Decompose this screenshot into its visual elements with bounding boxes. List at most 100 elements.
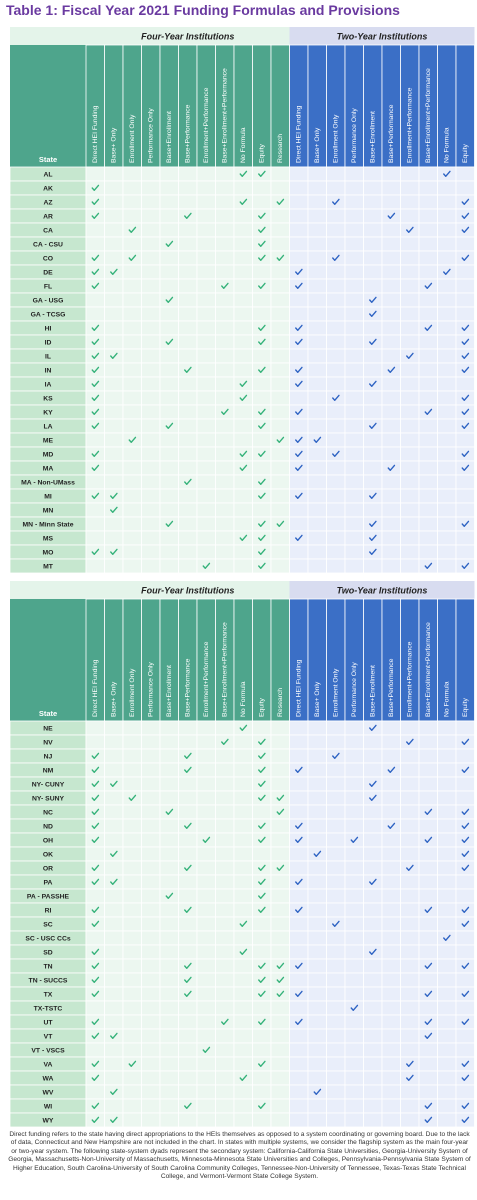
cell [418,874,438,890]
cell [270,264,290,280]
cell [437,222,457,238]
cell [178,1098,198,1114]
cell [455,972,475,988]
cell [141,944,161,960]
check-mark [461,520,470,527]
cell [196,460,216,476]
check-mark [332,198,340,205]
cell [141,832,161,848]
check-mark [110,548,118,555]
cell [289,474,309,490]
cell [270,888,290,904]
cell [363,502,383,518]
check-mark [91,906,100,913]
cell [85,278,105,294]
cell [85,166,105,182]
cell [307,762,327,778]
check-mark [184,822,192,829]
state-header-bg [10,599,86,721]
cell [233,474,253,490]
cell [437,544,457,560]
cell [326,762,346,778]
cell [252,264,272,280]
check-mark [276,254,285,261]
cell [215,292,235,308]
cell [344,208,364,224]
cell [233,222,253,238]
cell [455,362,475,378]
check-mark [91,464,100,471]
check-mark [276,808,285,815]
cell [215,1056,235,1072]
cell [122,860,142,876]
column-header: Enrollment Only [333,668,340,717]
check-mark [461,464,470,471]
cell [455,488,475,504]
cell [141,418,161,434]
cell [252,236,272,252]
cell [418,334,438,350]
cell [85,348,105,364]
cell [344,1098,364,1114]
check-mark [295,450,303,457]
check-mark [276,794,285,801]
check-mark [91,752,100,759]
cell [363,832,383,848]
cell [344,404,364,420]
cell [400,874,420,890]
cell [252,334,272,350]
cell [363,846,383,862]
state-label: MA [43,465,54,472]
cell [85,930,105,946]
column-header: Equity [462,698,469,717]
cell [326,1056,346,1072]
cell [159,1112,179,1128]
cell [85,1112,105,1128]
group-header-bg [86,27,290,45]
cell [215,832,235,848]
cell [196,334,216,350]
cell [85,720,105,736]
cell [215,194,235,210]
check-mark [184,990,192,997]
cell [289,1042,309,1058]
cell [104,250,124,266]
cell [196,916,216,932]
cell [307,390,327,406]
cell [141,1056,161,1072]
state-label: ID [45,339,52,346]
cell [455,502,475,518]
cell [178,1084,198,1100]
cell [178,544,198,560]
cell [178,166,198,182]
check-mark [91,878,100,885]
cell [270,530,290,546]
check-mark [184,478,192,485]
cell [363,930,383,946]
cell [159,748,179,764]
cell [270,1056,290,1072]
cell [122,762,142,778]
cell [344,460,364,476]
cell [363,306,383,322]
column-header: Base+Performance [185,104,192,163]
cell [400,776,420,792]
cell [215,208,235,224]
cell [141,762,161,778]
cell [122,558,142,574]
check-mark [258,1018,266,1025]
cell [141,502,161,518]
cell [215,958,235,974]
cell [178,888,198,904]
cell [141,362,161,378]
cell [141,902,161,918]
cell [418,208,438,224]
state-label: GA - TCSG [31,311,66,318]
cell [215,1042,235,1058]
column-header: Equity [259,144,266,163]
cell [104,1000,124,1016]
check-mark [91,422,100,429]
cell [104,874,124,890]
check-mark [424,562,433,569]
cell [418,516,438,532]
